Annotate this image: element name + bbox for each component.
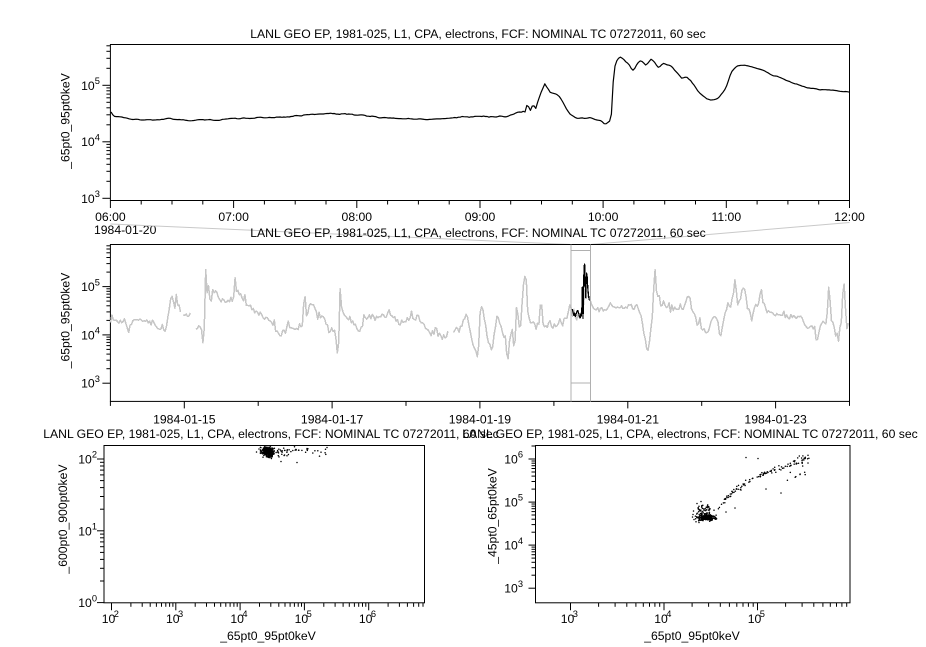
svg-text:12:00: 12:00 xyxy=(834,210,865,224)
svg-text:10: 10 xyxy=(166,612,180,626)
svg-text:09:00: 09:00 xyxy=(465,210,496,224)
svg-text:1984-01-15: 1984-01-15 xyxy=(153,412,216,426)
svg-text:_600pt0_900pt0keV: _600pt0_900pt0keV xyxy=(56,464,70,575)
svg-text:_65pt0_95pt0keV: _65pt0_95pt0keV xyxy=(643,629,740,643)
svg-text:_45pt0_65pt0keV: _45pt0_65pt0keV xyxy=(485,467,499,564)
svg-text:10:00: 10:00 xyxy=(588,210,619,224)
svg-text:07:00: 07:00 xyxy=(218,210,249,224)
svg-text:10: 10 xyxy=(102,612,116,626)
svg-text:1984-01-19: 1984-01-19 xyxy=(449,412,512,426)
svg-text:10: 10 xyxy=(359,612,373,626)
svg-text:5: 5 xyxy=(307,609,312,619)
svg-text:06:00: 06:00 xyxy=(95,210,126,224)
svg-text:_65pt0_95pt0keV: _65pt0_95pt0keV xyxy=(58,272,72,369)
svg-text:10: 10 xyxy=(230,612,244,626)
svg-text:4: 4 xyxy=(666,609,671,619)
svg-text:08:00: 08:00 xyxy=(342,210,373,224)
svg-text:1984-01-17: 1984-01-17 xyxy=(301,412,364,426)
svg-text:5: 5 xyxy=(760,609,765,619)
svg-text:10: 10 xyxy=(654,612,668,626)
svg-text:3: 3 xyxy=(573,609,578,619)
svg-text:2: 2 xyxy=(114,609,119,619)
svg-text:LANL GEO EP, 1981-025, L1, CPA: LANL GEO EP, 1981-025, L1, CPA, electron… xyxy=(250,27,705,41)
svg-text:LANL GEO EP, 1981-025, L1, CPA: LANL GEO EP, 1981-025, L1, CPA, electron… xyxy=(43,427,498,441)
svg-text:11:00: 11:00 xyxy=(712,210,742,224)
svg-text:_65pt0_95pt0keV: _65pt0_95pt0keV xyxy=(219,629,316,643)
svg-text:4: 4 xyxy=(242,609,247,619)
svg-text:1984-01-20: 1984-01-20 xyxy=(94,223,157,237)
svg-text:_65pt0_95pt0keV: _65pt0_95pt0keV xyxy=(58,72,72,169)
svg-text:10: 10 xyxy=(295,612,309,626)
svg-text:3: 3 xyxy=(178,609,183,619)
svg-text:10: 10 xyxy=(561,612,575,626)
svg-text:6: 6 xyxy=(371,609,376,619)
svg-text:LANL GEO EP, 1981-025, L1, CPA: LANL GEO EP, 1981-025, L1, CPA, electron… xyxy=(250,226,705,240)
svg-text:10: 10 xyxy=(748,612,762,626)
svg-text:LANL GEO EP, 1981-025, L1, CPA: LANL GEO EP, 1981-025, L1, CPA, electron… xyxy=(462,427,917,441)
svg-text:1984-01-21: 1984-01-21 xyxy=(597,412,660,426)
svg-text:1984-01-23: 1984-01-23 xyxy=(744,412,807,426)
